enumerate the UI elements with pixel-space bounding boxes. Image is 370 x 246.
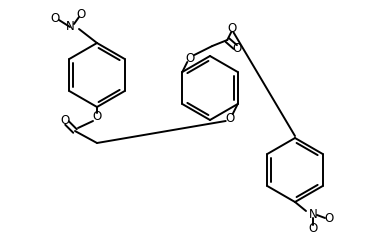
Text: O: O [60,114,70,127]
Text: O: O [76,9,85,21]
Text: O: O [308,222,317,235]
Text: O: O [186,51,195,64]
Text: N: N [309,207,317,220]
Text: O: O [50,13,60,26]
Text: O: O [233,42,242,55]
Text: O: O [228,21,237,34]
Text: O: O [92,110,102,123]
Text: O: O [225,111,234,124]
Text: O: O [324,213,334,226]
Text: N: N [65,20,74,33]
